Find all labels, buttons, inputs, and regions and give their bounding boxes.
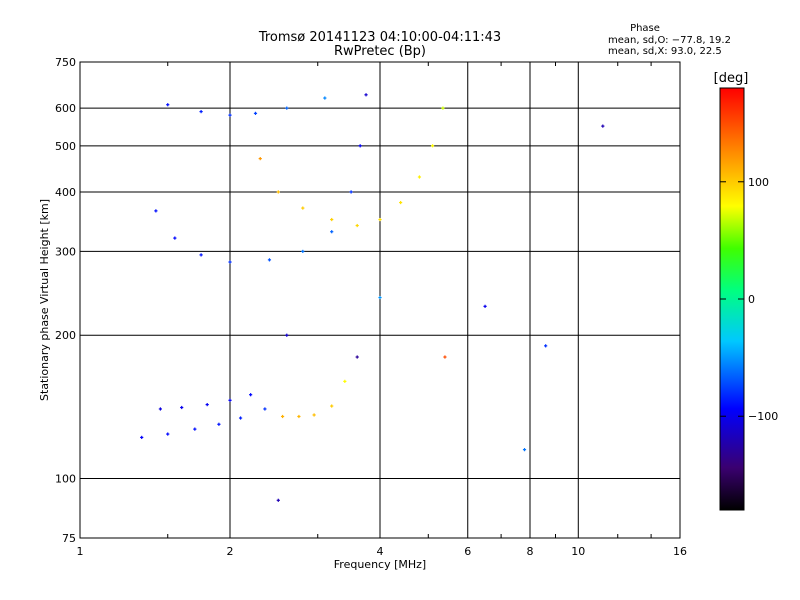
data-point xyxy=(263,407,267,411)
data-point xyxy=(378,295,382,300)
colorbar-ticks: 100 0 −100 xyxy=(720,176,778,423)
stats-line-x: mean, sd,X: 93.0, 22.5 xyxy=(608,46,722,57)
y-tick-label: 75 xyxy=(62,532,76,545)
data-point xyxy=(166,103,170,107)
x-axis-ticks: 1 2 4 6 8 10 16 xyxy=(77,62,687,558)
colorbar-label: [deg] xyxy=(714,71,749,86)
data-point xyxy=(205,402,209,407)
y-tick-label: 400 xyxy=(55,186,76,199)
data-point xyxy=(238,416,243,420)
data-point xyxy=(228,113,232,117)
chart-subtitle: RwPretec (Bp) xyxy=(334,44,426,59)
data-point xyxy=(343,379,347,383)
data-point xyxy=(193,427,197,431)
data-point xyxy=(199,253,203,257)
grid-lines xyxy=(80,62,680,538)
data-point xyxy=(364,93,368,97)
y-tick-label: 600 xyxy=(55,102,76,115)
x-tick-label: 6 xyxy=(464,545,471,558)
data-point xyxy=(258,157,262,161)
colorbar-tick-label: 0 xyxy=(748,293,755,306)
data-point xyxy=(399,200,403,205)
data-points xyxy=(140,93,605,502)
data-point xyxy=(330,404,334,408)
data-point xyxy=(217,422,221,426)
data-point xyxy=(253,111,258,115)
y-axis-label: Stationary phase Virtual Height [km] xyxy=(38,199,51,401)
data-point xyxy=(601,124,605,128)
data-point xyxy=(158,407,163,411)
data-point xyxy=(301,206,305,210)
data-point xyxy=(173,236,177,240)
data-point xyxy=(301,249,305,254)
stats-heading: Phase xyxy=(630,23,660,34)
data-point xyxy=(358,144,362,148)
colorbar-tick-label: −100 xyxy=(748,410,778,423)
data-point xyxy=(355,223,359,228)
colorbar-tick-label: 100 xyxy=(748,176,769,189)
data-point xyxy=(180,405,184,410)
y-tick-label: 750 xyxy=(55,56,76,69)
data-point xyxy=(441,106,445,110)
data-point xyxy=(249,393,253,397)
data-point xyxy=(140,435,144,440)
x-tick-label: 1 xyxy=(77,545,84,558)
data-point xyxy=(330,217,334,222)
data-point xyxy=(228,398,232,402)
x-tick-label: 2 xyxy=(227,545,234,558)
y-tick-label: 300 xyxy=(55,245,76,258)
chart-title: Tromsø 20141123 04:10:00-04:11:43 xyxy=(258,30,501,45)
data-point xyxy=(522,448,527,452)
x-tick-label: 10 xyxy=(571,545,585,558)
data-point xyxy=(544,344,548,348)
data-point xyxy=(276,190,280,194)
data-point xyxy=(355,355,359,359)
data-point xyxy=(280,414,285,419)
data-point xyxy=(297,414,301,419)
data-point xyxy=(312,413,316,417)
data-point xyxy=(430,144,435,148)
data-point xyxy=(154,209,158,213)
y-axis-ticks: 75 100 200 300 400 500 600 750 xyxy=(55,56,76,545)
stats-line-o: mean, sd,O: −77.8, 19.2 xyxy=(608,35,731,46)
x-tick-label: 16 xyxy=(673,545,687,558)
x-tick-label: 4 xyxy=(377,545,384,558)
data-point xyxy=(166,432,170,436)
data-point xyxy=(285,333,289,337)
data-point xyxy=(285,106,289,110)
data-point xyxy=(323,96,327,100)
data-point xyxy=(228,260,232,264)
y-tick-label: 500 xyxy=(55,140,76,153)
data-point xyxy=(199,110,203,114)
data-point xyxy=(276,498,280,502)
x-axis-label: Frequency [MHz] xyxy=(334,558,426,571)
data-point xyxy=(443,355,447,359)
data-point xyxy=(417,175,422,179)
data-point xyxy=(330,230,334,234)
data-point xyxy=(267,258,272,262)
data-point xyxy=(483,304,487,308)
data-point xyxy=(349,190,353,194)
data-point xyxy=(378,217,382,222)
x-tick-label: 8 xyxy=(527,545,534,558)
y-tick-label: 200 xyxy=(55,329,76,342)
y-tick-label: 100 xyxy=(55,473,76,486)
